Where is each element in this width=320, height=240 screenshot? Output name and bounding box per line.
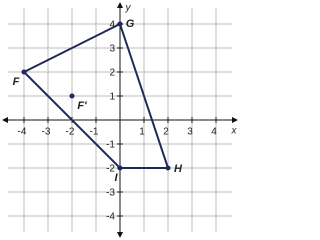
x-tick-label: 3: [187, 127, 193, 138]
vertex: [117, 165, 123, 171]
y-tick-label: 3: [109, 44, 115, 55]
vertex-label: I: [114, 172, 118, 184]
vertex-label: F: [13, 76, 20, 88]
y-tick-label: -3: [106, 188, 115, 199]
x-tick-label: -2: [66, 127, 75, 138]
x-tick-label: -1: [90, 127, 99, 138]
y-tick-label: -4: [106, 212, 115, 223]
vertex-label: G: [126, 18, 135, 30]
vertex-label: H: [174, 163, 183, 175]
point-label: F': [77, 100, 87, 112]
vertex: [117, 21, 123, 27]
y-tick-label: 4: [109, 20, 115, 31]
coordinate-plane: -4 -3 -2 -1 1 2 3 4 -4 -3 -2 -1 1 2 3 4 x y F G H I F': [2, 2, 238, 238]
vertex: [21, 69, 27, 75]
x-tick-label: 2: [163, 127, 169, 138]
point: [69, 93, 75, 99]
x-tick-label: -3: [42, 127, 51, 138]
x-tick-label: 1: [139, 127, 145, 138]
vertex: [165, 165, 171, 171]
y-tick-label: -1: [106, 140, 115, 151]
x-tick-label: -4: [18, 127, 27, 138]
y-axis-label: y: [125, 3, 132, 14]
x-axis-label: x: [231, 126, 238, 137]
x-tick-label: 4: [211, 127, 217, 138]
y-tick-label: 1: [109, 92, 115, 103]
y-tick-label: -2: [106, 164, 115, 175]
y-tick-label: 2: [109, 68, 115, 79]
